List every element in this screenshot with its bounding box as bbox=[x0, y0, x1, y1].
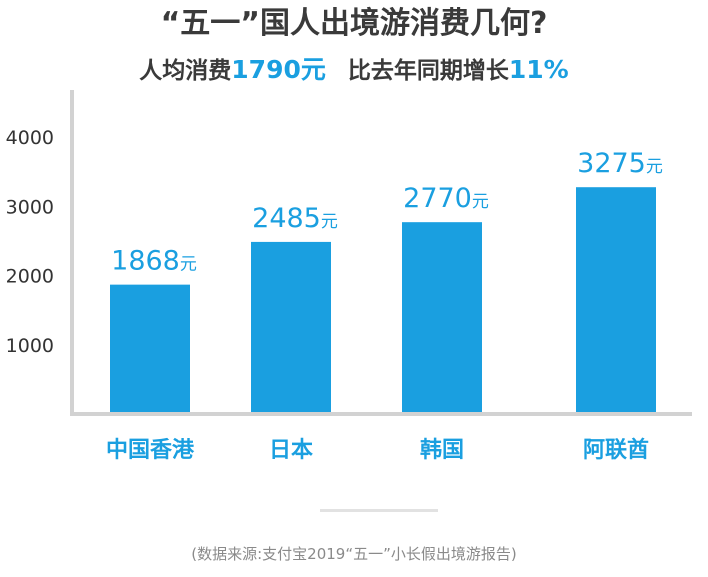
bar-value-label: 1868元 bbox=[111, 246, 197, 277]
bar-value-number: 3275 bbox=[577, 148, 646, 179]
growth-value: 11% bbox=[508, 55, 569, 84]
avg-spend-label: 人均消费 bbox=[139, 58, 232, 84]
chart-subtitle: 人均消费1790元 比去年同期增长11% bbox=[0, 52, 708, 88]
divider-line bbox=[320, 509, 438, 512]
bar-value-unit: 元 bbox=[646, 157, 663, 177]
x-category-label: 阿联酋 bbox=[583, 437, 649, 463]
y-tick-label: 4000 bbox=[6, 127, 54, 149]
x-category-label: 中国香港 bbox=[106, 438, 195, 463]
bar-value-number: 1868 bbox=[111, 246, 180, 277]
bar-value-number: 2770 bbox=[403, 183, 472, 214]
growth-label: 比去年同期增长 bbox=[347, 58, 509, 84]
chart-title: “五一”国人出境游消费几何? bbox=[160, 6, 548, 41]
bar bbox=[402, 222, 482, 412]
data-source-note: (数据来源:支付宝2019“五一”小长假出境游报告) bbox=[191, 545, 517, 563]
bar-value-label: 2770元 bbox=[403, 183, 489, 214]
y-tick-label: 1000 bbox=[6, 335, 54, 357]
bar bbox=[110, 284, 190, 412]
x-category-label: 日本 bbox=[269, 438, 313, 463]
y-tick-label: 2000 bbox=[6, 266, 54, 288]
bar-value-unit: 元 bbox=[472, 192, 489, 212]
bar-value-label: 2485元 bbox=[252, 203, 338, 234]
x-category-label: 韩国 bbox=[420, 437, 464, 463]
avg-spend-value: 1790元 bbox=[231, 55, 326, 84]
bar bbox=[251, 241, 331, 412]
bar-value-number: 2485 bbox=[252, 203, 321, 234]
bar-value-unit: 元 bbox=[180, 255, 197, 275]
y-tick-label: 3000 bbox=[6, 196, 54, 218]
bar-value-label: 3275元 bbox=[577, 148, 663, 179]
bar bbox=[576, 187, 656, 412]
bar-value-unit: 元 bbox=[321, 212, 338, 232]
